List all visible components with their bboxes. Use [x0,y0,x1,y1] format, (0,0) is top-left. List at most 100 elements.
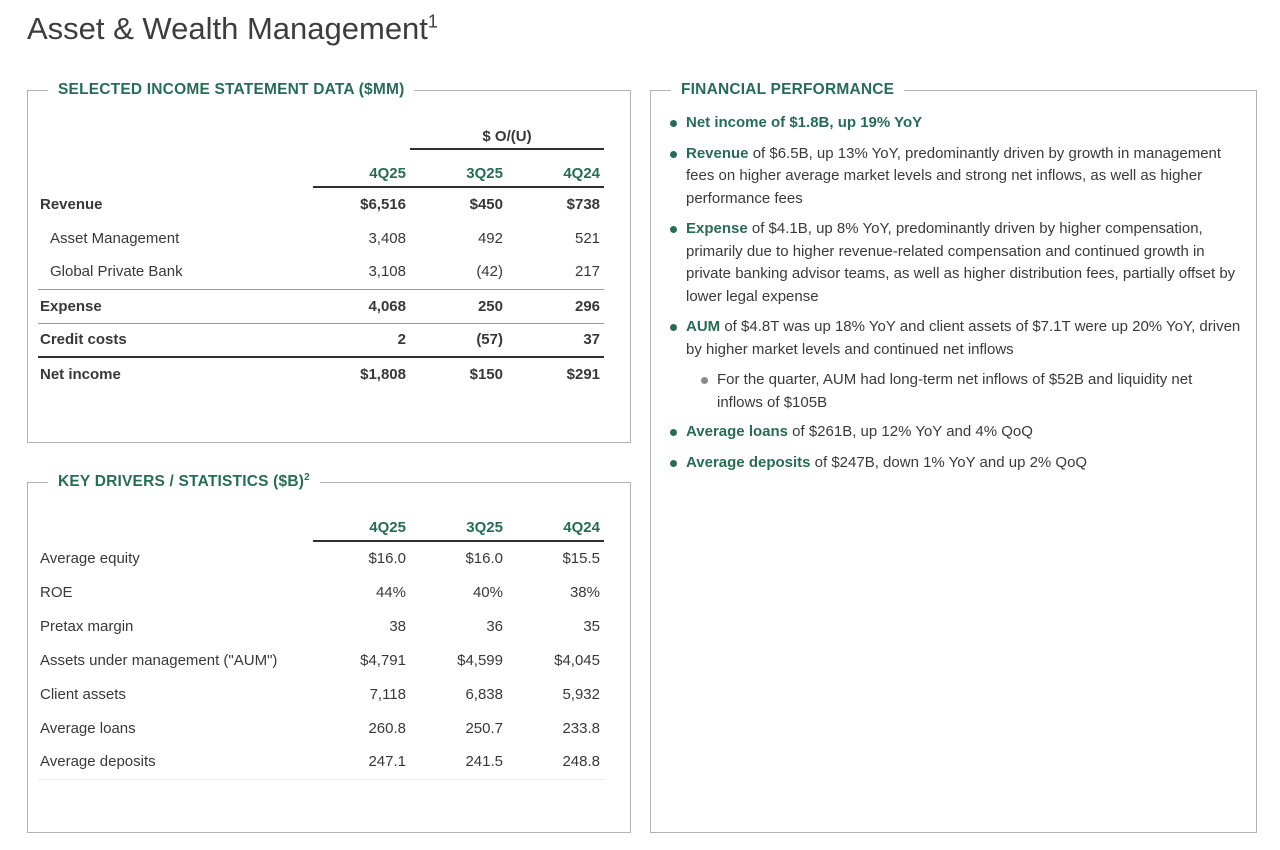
row-label: Average deposits [38,745,313,780]
table-row-global-private-bank: Global Private Bank 3,108 (42) 217 [38,255,604,289]
row-label: Average equity [40,549,140,567]
cell-value: 2 [313,322,410,357]
page-title: Asset & Wealth Management1 [27,11,438,47]
cell-value: $4,599 [457,651,503,669]
table-row-asset-management: Asset Management 3,408 492 521 [38,221,604,255]
page-title-text: Asset & Wealth Management [27,11,428,46]
column-header-4q25: 4Q25 [313,503,410,542]
row-label: Asset Management [50,229,180,247]
cell-value: 296 [507,288,605,323]
cell-value: 492 [477,229,503,247]
bullet-icon [670,150,677,158]
cell-value: $150 [410,356,507,391]
cell-value: $15.5 [562,550,600,567]
row-label: Pretax margin [40,617,134,635]
cell-value: 37 [507,322,605,357]
bullet-text: Average deposits of $247B, down 1% YoY a… [686,453,1088,471]
cell-value: $738 [566,196,601,213]
cell-value: 3,408 [368,229,406,247]
cell-value: 38% [569,583,600,601]
performance-bullet-list: Net income of $1.8B, up 19% YoY Revenue … [669,112,1241,482]
row-label: Average loans [40,719,136,737]
table-row-pretax-margin: Pretax margin 38 36 35 [38,609,604,643]
key-drivers-panel: KEY DRIVERS / STATISTICS ($B)2 4Q25 3Q25… [27,472,631,833]
cell-value: $6,516 [360,196,406,213]
financial-performance-panel-title: FINANCIAL PERFORMANCE [671,81,905,99]
bullet-text: Revenue of $6.5B, up 13% YoY, predominan… [686,144,1222,207]
cell-value: 36 [486,617,503,635]
key-drivers-table: 4Q25 3Q25 4Q24 Average equity $16.0 $16.… [38,503,604,780]
bullet-text: Expense of $4.1B, up 8% YoY, predominant… [686,220,1236,305]
cell-value: 233.8 [562,719,600,737]
income-statement-panel-title: SELECTED INCOME STATEMENT DATA ($MM) [48,81,415,99]
row-label: Global Private Bank [50,263,183,281]
column-header-3q25: 3Q25 [410,503,507,542]
cell-value: 40% [472,583,503,601]
bullet-aum: AUM of $4.8T was up 18% YoY and client a… [669,316,1241,361]
row-label: Client assets [40,685,126,703]
row-label: Net income [38,356,313,391]
table-row-aum: Assets under management ("AUM") $4,791 $… [38,643,604,677]
income-statement-panel: SELECTED INCOME STATEMENT DATA ($MM) $ O… [27,81,631,443]
bullet-text: For the quarter, AUM had long-term net i… [717,371,1193,411]
bullet-icon [670,120,677,127]
row-label: ROE [40,583,73,601]
sub-bullet-aum-inflows: For the quarter, AUM had long-term net i… [700,369,1241,414]
column-header-3q25: 3Q25 [410,149,507,188]
cell-value: 250 [410,288,507,323]
cell-value: $16.0 [465,550,503,567]
cell-value: 38 [389,617,406,635]
cell-value: $1,808 [313,356,410,391]
cell-value: 241.5 [410,745,507,780]
table-row-expense: Expense 4,068 250 296 [38,288,605,323]
cell-value: 35 [583,617,600,635]
key-drivers-panel-title: KEY DRIVERS / STATISTICS ($B)2 [48,471,320,491]
cell-value: $450 [469,196,503,213]
cell-value: 247.1 [313,745,410,780]
bullet-expense: Expense of $4.1B, up 8% YoY, predominant… [669,218,1241,308]
bullet-revenue: Revenue of $6.5B, up 13% YoY, predominan… [669,143,1241,211]
quarter-header-row: 4Q25 3Q25 4Q24 [38,149,605,188]
bullet-icon [670,459,677,467]
cell-value: (57) [410,322,507,357]
financial-performance-panel: FINANCIAL PERFORMANCE Net income of $1.8… [650,81,1257,833]
table-row-credit-costs: Credit costs 2 (57) 37 [38,322,605,357]
row-label: Expense [38,288,313,323]
page-title-superscript: 1 [427,11,438,32]
table-row-net-income: Net income $1,808 $150 $291 [38,356,605,391]
bullet-icon [670,429,677,436]
table-row-average-equity: Average equity $16.0 $16.0 $15.5 [38,541,604,575]
column-header-4q24: 4Q24 [507,503,604,542]
cell-value: (42) [476,263,503,281]
bullet-average-deposits: Average deposits of $247B, down 1% YoY a… [669,452,1241,475]
column-header-4q24: 4Q24 [507,149,605,188]
cell-value: 260.8 [368,719,406,737]
table-row-revenue: Revenue $6,516 $450 $738 [38,187,604,221]
cell-value: 6,838 [465,685,503,703]
cell-value: 4,068 [313,288,410,323]
cell-value: 44% [375,583,406,601]
table-row-average-loans: Average loans 260.8 250.7 233.8 [38,711,604,745]
bullet-text: AUM of $4.8T was up 18% YoY and client a… [686,318,1241,358]
bullet-icon [670,324,677,331]
table-row-roe: ROE 44% 40% 38% [38,575,604,609]
key-drivers-title-superscript: 2 [304,471,310,483]
cell-value: $16.0 [368,550,406,567]
bullet-text: Net income of $1.8B, up 19% YoY [686,114,923,131]
cell-value: 7,118 [369,685,406,703]
bullet-net-income: Net income of $1.8B, up 19% YoY [669,112,1241,135]
cell-value: 248.8 [507,745,604,780]
over-under-header-row: $ O/(U) [38,111,605,150]
bullet-text: Average loans of $261B, up 12% YoY and 4… [686,423,1033,440]
cell-value: 3,108 [368,263,406,281]
bullet-icon [670,226,677,233]
income-statement-table: $ O/(U) 4Q25 3Q25 4Q24 Revenue $6,516 $4… [38,111,605,391]
bullet-average-loans: Average loans of $261B, up 12% YoY and 4… [669,421,1241,444]
cell-value: $4,045 [554,651,600,669]
cell-value: $291 [507,356,605,391]
row-label: Credit costs [38,322,313,357]
quarter-header-row: 4Q25 3Q25 4Q24 [38,503,604,542]
column-header-4q25: 4Q25 [313,149,410,188]
sub-bullet-icon [701,377,708,384]
key-drivers-title-text: KEY DRIVERS / STATISTICS ($B) [58,473,305,490]
